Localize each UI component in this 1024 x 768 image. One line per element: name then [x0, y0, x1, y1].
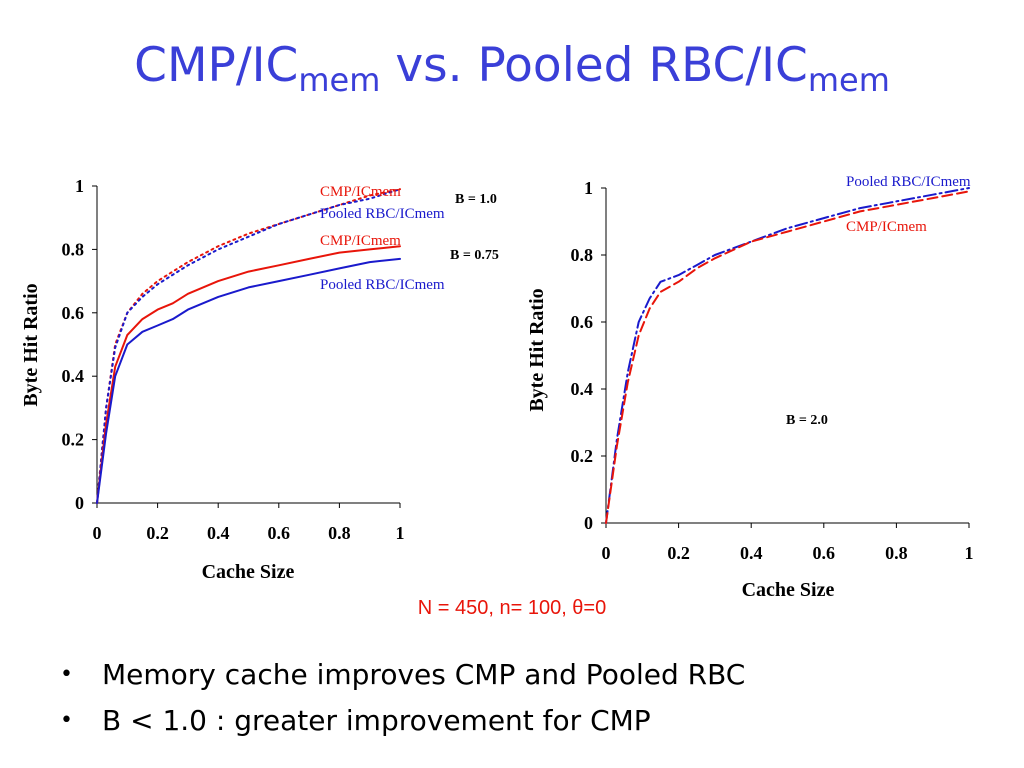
x-tick-label: 0.2 [667, 543, 690, 563]
slide-title: CMP/ICmem vs. Pooled RBC/ICmem [0, 36, 1024, 110]
chart-b-200: 0 0.2 0.4 0.6 0.8 1 0 0.2 0.4 0.6 0.8 1 Byte Hit Ra… [526, 174, 974, 600]
y-tick-label: 0.8 [62, 239, 85, 259]
chart-2-ylabel: Byte Hit Ratio [526, 288, 548, 411]
x-tick-label: 0.2 [146, 523, 169, 543]
chart-2-xlabel: Cache Size [742, 579, 835, 600]
series-line-pooled-rbc-icmem-b-0-75 [96, 257, 401, 504]
x-tick-label: 1 [965, 543, 974, 563]
chart-1-xlabel: Cache Size [202, 561, 295, 583]
y-tick-label: 0 [75, 493, 84, 513]
y-tick-label: 0.6 [571, 312, 594, 332]
chart-1-annotation-b100: B = 1.0 [455, 192, 497, 207]
chart-2-annotation-b200: B = 2.0 [786, 413, 828, 428]
series-line-cmp-icmem-b-2-0 [605, 190, 970, 524]
bullet-dot-icon: • [60, 662, 73, 687]
parameters-caption: N = 450, n= 100, θ=0 [417, 597, 607, 619]
x-tick-label: 1 [396, 523, 405, 543]
x-tick-label: 0.8 [328, 523, 351, 543]
title-main: CMP/IC [134, 38, 299, 93]
x-tick-label: 0.8 [885, 543, 908, 563]
series-line-cmp-icmem-b-0-75 [96, 245, 401, 504]
chart-b-075-and-b-100: 0 0.2 0.4 0.6 0.8 1 0 0.2 0.4 0.6 0.8 1 Byte Hit Ra… [20, 176, 499, 583]
chart-1-ylabel: Byte Hit Ratio [20, 283, 42, 406]
x-tick-label: 0.6 [268, 523, 291, 543]
y-tick-label: 0.2 [571, 446, 594, 466]
x-tick-label: 0.4 [740, 543, 763, 563]
title-subscript-1: mem [298, 61, 381, 99]
chart-1-label-cmp-b075: CMP/ICmem [320, 233, 401, 249]
y-tick-label: 0.6 [62, 303, 85, 323]
y-tick-label: 1 [584, 178, 593, 198]
series-line-cmp-icmem-b-1-0 [96, 188, 401, 504]
y-tick-label: 0 [584, 513, 593, 533]
series-line-pooled-rbc-icmem-b-2-0 [605, 187, 970, 524]
y-tick-label: 0.4 [571, 379, 594, 399]
bullet-text: B < 1.0 : greater improvement for CMP [102, 704, 651, 737]
bullet-text: Memory cache improves CMP and Pooled RBC [102, 658, 746, 691]
bullet-list: • Memory cache improves CMP and Pooled RB… [60, 652, 745, 744]
x-tick-label: 0.4 [207, 523, 230, 543]
chart-1-label-pooled-b100: Pooled RBC/ICmem [320, 206, 445, 222]
bullet-dot-icon: • [60, 708, 73, 733]
bullet-item: • Memory cache improves CMP and Pooled RB… [60, 652, 745, 698]
y-tick-label: 0.2 [62, 430, 85, 450]
chart-1-label-cmp-b100: CMP/ICmem [320, 184, 401, 200]
chart-2-label-pooled: Pooled RBC/ICmem [846, 174, 971, 190]
y-tick-label: 1 [75, 176, 84, 196]
y-tick-label: 0.4 [62, 366, 85, 386]
bullet-item: • B < 1.0 : greater improvement for CMP [60, 698, 745, 744]
title-subscript-2: mem [807, 61, 890, 99]
x-tick-label: 0 [93, 523, 102, 543]
chart-1-annotation-b075: B = 0.75 [450, 248, 499, 263]
y-tick-label: 0.8 [571, 245, 594, 265]
chart-2-label-cmp: CMP/ICmem [846, 219, 927, 235]
series-line-pooled-rbc-icmem-b-1-0 [96, 188, 401, 504]
title-mid: vs. Pooled RBC/IC [380, 38, 808, 93]
x-tick-label: 0 [602, 543, 611, 563]
chart-1-label-pooled-b075: Pooled RBC/ICmem [320, 277, 445, 293]
x-tick-label: 0.6 [813, 543, 836, 563]
